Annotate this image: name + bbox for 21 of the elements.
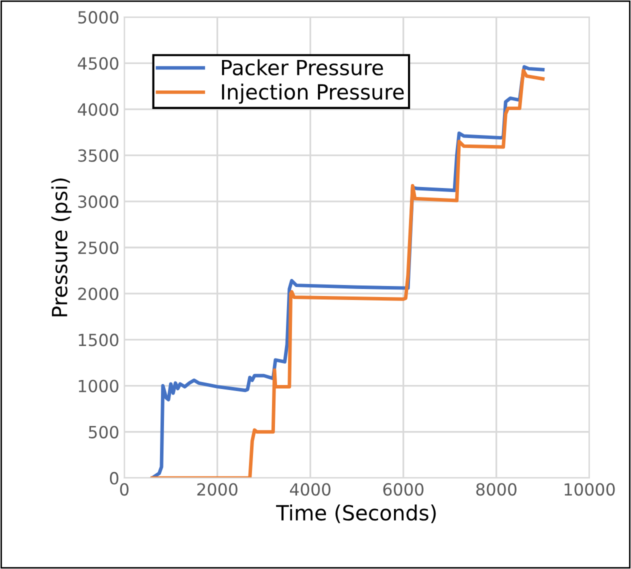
x-tick-label: 0 xyxy=(120,483,128,496)
y-tick-label: 3000 xyxy=(78,195,118,208)
y-tick-label: 2500 xyxy=(78,241,118,254)
y-tick-label: 500 xyxy=(88,426,118,438)
y-tick-label: 1000 xyxy=(78,380,118,392)
x-tick-label: 10000 xyxy=(564,483,615,496)
legend-label: Injection Pressure xyxy=(222,84,404,104)
y-tick-label: 4000 xyxy=(78,103,118,116)
y-tick-label: 5000 xyxy=(78,11,118,24)
x-tick-label: 2000 xyxy=(197,483,238,496)
x-tick-label: 8000 xyxy=(476,483,516,496)
y-tick-label: 3500 xyxy=(78,149,118,162)
y-axis-title: Pressure (psi) xyxy=(51,178,72,316)
y-tick-label: 1500 xyxy=(78,334,118,346)
y-tick-label: 4500 xyxy=(78,57,118,70)
y-tick-label: 0 xyxy=(110,472,118,485)
y-tick-label: 2000 xyxy=(78,288,118,300)
x-axis-title: Time (Seconds) xyxy=(276,504,436,524)
legend-label: Packer Pressure xyxy=(222,59,383,76)
x-tick-label: 6000 xyxy=(383,483,424,496)
x-tick-label: 4000 xyxy=(290,483,330,496)
